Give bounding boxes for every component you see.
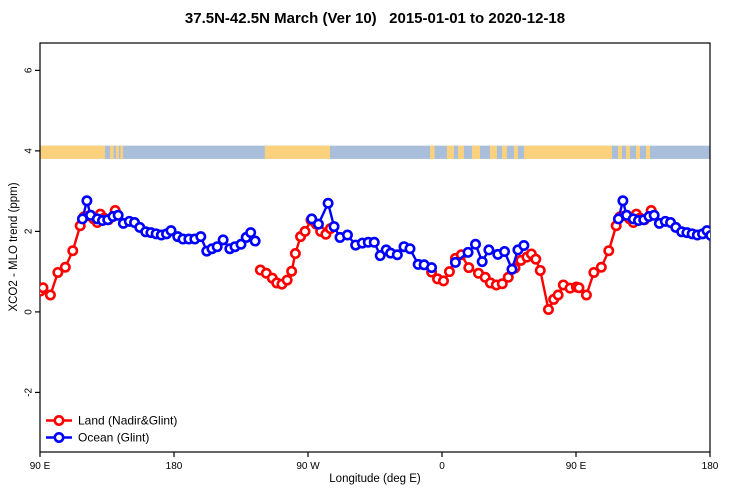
y-axis-label-text: XCO2 - MLO trend (ppm) bbox=[8, 182, 20, 312]
land-series-marker-icon bbox=[53, 414, 65, 426]
ocean-data-point bbox=[648, 209, 660, 221]
strip-land-segment bbox=[120, 145, 124, 159]
legend-item-ocean: Ocean (Glint) bbox=[46, 431, 149, 445]
y-tick-label: -2 bbox=[24, 388, 35, 397]
strip-land-segment bbox=[40, 145, 106, 159]
land-data-point bbox=[580, 289, 592, 301]
ocean-data-point bbox=[312, 218, 324, 230]
strip-land-segment bbox=[636, 145, 641, 159]
ocean-data-point bbox=[217, 234, 229, 246]
ocean-data-point bbox=[469, 238, 481, 250]
map-strip bbox=[40, 145, 710, 159]
ocean-data-point bbox=[235, 238, 247, 250]
legend-label-land: Land (Nadir&Glint) bbox=[78, 414, 177, 428]
ocean-data-point bbox=[506, 263, 518, 275]
ocean-data-point bbox=[195, 231, 207, 243]
ocean-data-point bbox=[165, 225, 177, 237]
land-data-point bbox=[437, 275, 449, 287]
y-tick-label: 6 bbox=[24, 67, 35, 73]
x-tick-label: 90 E bbox=[30, 461, 51, 472]
land-data-point bbox=[573, 282, 585, 294]
x-tick-label: 180 bbox=[702, 461, 719, 472]
strip-land-segment bbox=[446, 145, 454, 159]
ocean-data-point bbox=[518, 239, 530, 251]
land-data-point bbox=[595, 261, 607, 273]
ocean-data-point bbox=[404, 243, 416, 255]
strip-land-segment bbox=[471, 145, 480, 159]
y-tick-labels: 6 4 2 0 -2 bbox=[24, 67, 35, 397]
chart-title: 37.5N-42.5N March (Ver 10) 2015-01-01 to… bbox=[184, 10, 566, 27]
land-data-point bbox=[281, 274, 293, 286]
land-data-point bbox=[603, 245, 615, 257]
ocean-data-point bbox=[306, 213, 318, 225]
x-tick-label: 0 bbox=[439, 461, 445, 472]
ocean-series-marker-icon bbox=[53, 431, 65, 443]
axis-ticks bbox=[35, 69, 711, 457]
x-tick-labels: 90 E 180 90 W 0 90 E 180 bbox=[30, 461, 719, 472]
strip-land-segment bbox=[513, 145, 518, 159]
ocean-data-point bbox=[617, 195, 629, 207]
ocean-data-point bbox=[476, 256, 488, 268]
legend-item-land: Land (Nadir&Glint) bbox=[46, 414, 177, 428]
strip-land-segment bbox=[626, 145, 631, 159]
y-tick-label: 0 bbox=[24, 309, 35, 315]
strip-land-segment bbox=[457, 145, 464, 159]
strip-land-segment bbox=[109, 145, 114, 159]
land-data-point bbox=[286, 265, 298, 277]
ocean-data-point bbox=[249, 235, 261, 247]
ocean-data-point bbox=[705, 229, 710, 241]
y-tick-label: 2 bbox=[24, 228, 35, 234]
plot-border bbox=[39, 42, 711, 453]
ocean-data-point bbox=[499, 246, 511, 258]
ocean-series bbox=[76, 195, 710, 275]
ocean-data-point bbox=[462, 246, 474, 258]
ocean-data-point bbox=[449, 256, 461, 268]
x-tick-label: 90 E bbox=[566, 461, 587, 472]
x-tick-label: 180 bbox=[166, 461, 183, 472]
land-data-point bbox=[59, 261, 71, 273]
ocean-data-point bbox=[341, 229, 353, 241]
ocean-data-point bbox=[211, 241, 223, 253]
strip-land-segment bbox=[617, 145, 623, 159]
land-data-point bbox=[534, 264, 546, 276]
land-data-point bbox=[463, 262, 475, 274]
legend-label-ocean: Ocean (Glint) bbox=[78, 431, 149, 445]
land-data-point bbox=[40, 282, 49, 294]
land-data-point bbox=[67, 245, 79, 257]
ocean-data-point bbox=[81, 195, 93, 207]
strip-land-segment bbox=[115, 145, 119, 159]
ocean-data-point bbox=[112, 209, 124, 221]
land-data-point bbox=[496, 278, 508, 290]
strip-land-segment bbox=[430, 145, 435, 159]
land-data-point bbox=[443, 266, 455, 278]
land-data-point bbox=[299, 225, 311, 237]
ocean-data-point bbox=[426, 262, 438, 274]
land-data-point bbox=[289, 248, 301, 260]
land-data-point bbox=[530, 253, 542, 265]
data-series bbox=[40, 195, 710, 315]
ocean-data-point bbox=[322, 197, 334, 209]
ocean-data-point bbox=[483, 244, 495, 256]
strip-land-segment bbox=[264, 145, 331, 159]
land-data-point bbox=[44, 289, 56, 301]
x-axis-label: Longitude (deg E) bbox=[329, 473, 421, 485]
land-data-point bbox=[542, 303, 554, 315]
strip-land-segment bbox=[645, 145, 650, 159]
land-data-point bbox=[52, 266, 64, 278]
strip-land-segment bbox=[502, 145, 507, 159]
y-tick-label: 4 bbox=[24, 148, 35, 154]
strip-land-segment bbox=[523, 145, 613, 159]
legend: Land (Nadir&Glint) Ocean (Glint) bbox=[46, 414, 177, 445]
ocean-data-point bbox=[328, 221, 340, 233]
land-data-point bbox=[552, 289, 564, 301]
ocean-data-point bbox=[391, 249, 403, 261]
ocean-data-point bbox=[245, 227, 257, 239]
land-data-point bbox=[588, 266, 600, 278]
x-tick-label: 90 W bbox=[296, 461, 320, 472]
ocean-data-point bbox=[368, 236, 380, 248]
strip-land-segment bbox=[489, 145, 497, 159]
